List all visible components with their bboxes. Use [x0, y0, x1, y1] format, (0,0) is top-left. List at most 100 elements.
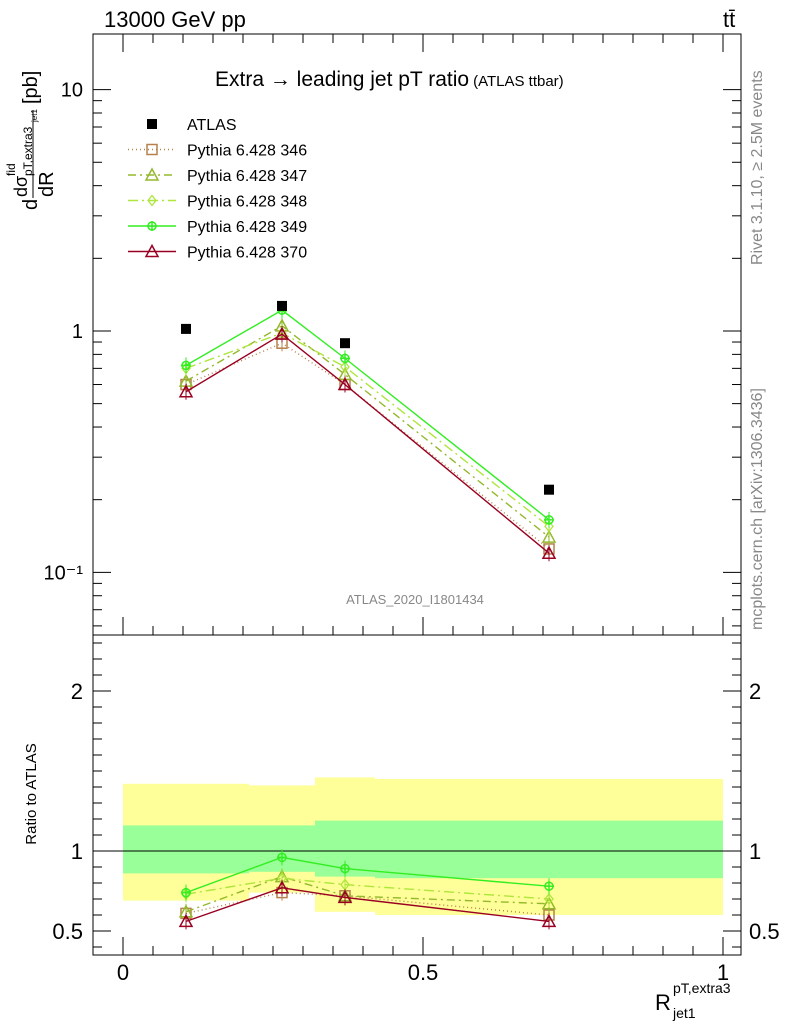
source-label: mcplots.cern.ch [arXiv:1306.3436]	[749, 388, 766, 630]
atlas-data-point-0	[181, 323, 191, 334]
ratio-point-3-1	[277, 852, 287, 863]
rivet-label: Rivet 3.1.10, ≥ 2.5M events	[749, 70, 766, 265]
y-label-sub: pT,extra3	[21, 126, 35, 176]
ratio-series-line-3	[185, 856, 550, 894]
ratio-frame	[92, 634, 742, 956]
chart-title-suffix: (ATLAS ttbar)	[473, 73, 564, 90]
ratio-y-tick-label-right: 0.5	[749, 919, 780, 944]
chart-title: Extra → leading jet pT ratio (ATLAS ttbar…	[215, 68, 564, 91]
chart-title-text: Extra → leading jet pT ratio	[215, 68, 469, 91]
ratio-point-4-0	[178, 913, 194, 928]
ratio-point-4-2	[337, 889, 353, 904]
atlas-data-point-1	[277, 300, 287, 311]
main-y-tick-label: 1	[72, 321, 83, 343]
ratio-point-1-3	[541, 896, 557, 910]
legend-label-atlas: ATLAS	[187, 117, 237, 134]
uncertainty-band-green-0	[123, 825, 249, 874]
ratio-y-tick-label: 2	[71, 679, 83, 704]
legend-label-4: Pythia 6.428 370	[187, 245, 307, 262]
ratio-point-4-1	[274, 880, 290, 894]
legend-entry-4: Pythia 6.428 370	[128, 243, 307, 262]
x-label-sup: pT,extra3	[673, 980, 731, 996]
ratio-series-line-2	[185, 877, 550, 900]
legend-label-2: Pythia 6.428 348	[187, 194, 307, 211]
main-series-line-3	[185, 309, 550, 521]
atlas-data-point-3	[544, 484, 554, 495]
ratio-point-3-0	[181, 887, 191, 898]
ratio-y-label: Ratio to ATLAS	[23, 743, 40, 844]
legend-entry-1: Pythia 6.428 347	[128, 167, 307, 185]
main-series-line-2	[185, 332, 550, 527]
legend-label-3: Pythia 6.428 349	[187, 219, 307, 236]
main-y-label: d dσ fid pT,extra3 jet1 dR [pb]	[4, 71, 58, 210]
ratio-series	[178, 849, 557, 930]
x-axis-label: R pT,extra3 jet1	[655, 980, 731, 1021]
y-label-dr: dR	[36, 171, 58, 197]
energy-label: 13000 GeV pp	[104, 7, 246, 32]
main-axes: 10 1 10⁻¹	[44, 34, 741, 635]
main-series-line-1	[185, 325, 550, 538]
main-series-line-4	[185, 333, 550, 554]
legend-marker-0	[146, 143, 158, 156]
ratio-y-tick-label: 0.5	[52, 919, 83, 944]
ratio-point-3-2	[340, 863, 350, 874]
legend-entry-3: Pythia 6.428 349	[128, 219, 307, 236]
legend-label-0: Pythia 6.428 346	[187, 143, 307, 160]
main-series-3	[181, 302, 554, 528]
ratio-series-line-1	[185, 875, 550, 913]
main-point-1-3	[541, 529, 557, 543]
ratio-axes: 0.5 0.5 1 1 2 2 0 0.5 1	[52, 642, 780, 985]
main-point-3-0	[181, 360, 191, 371]
legend-entry-0: Pythia 6.428 346	[128, 143, 307, 160]
main-point-3-2	[340, 353, 350, 364]
legend-marker-4	[144, 243, 160, 258]
ratio-y-tick-label-right: 2	[749, 679, 761, 704]
main-point-4-3	[541, 545, 557, 559]
main-series-4	[178, 326, 557, 562]
main-y-tick-label: 10⁻¹	[44, 562, 84, 584]
y-label-unit: [pb]	[20, 71, 42, 104]
y-label-dsigma: dσ	[11, 176, 31, 197]
main-y-tick-label: 10	[61, 80, 83, 102]
x-label-sub: jet1	[672, 1005, 696, 1021]
main-point-4-0	[178, 384, 194, 398]
ratio-series-3	[181, 849, 554, 901]
ratio-series-4	[178, 879, 557, 930]
legend-entry-atlas: ATLAS	[147, 117, 237, 134]
ratio-point-3-3	[544, 881, 554, 892]
analysis-id: ATLAS_2020_I1801434	[346, 592, 484, 607]
legend-entry-2: Pythia 6.428 348	[128, 194, 307, 211]
legend-marker-3	[147, 221, 157, 231]
main-point-2-2	[340, 360, 350, 373]
ratio-y-tick-label: 1	[71, 839, 83, 864]
ratio-series-line-4	[185, 887, 550, 923]
atlas-data-point-2	[340, 338, 350, 349]
ratio-point-2-3	[544, 892, 554, 906]
legend-marker-atlas	[147, 119, 157, 129]
x-label-main: R	[655, 990, 671, 1015]
ratio-x-tick-label: 1	[717, 960, 729, 985]
uncertainty-band-green-3	[375, 820, 723, 879]
legend-marker-2	[147, 194, 157, 207]
y-label-fid: fid	[4, 163, 18, 176]
main-point-3-3	[544, 514, 554, 525]
ratio-x-tick-label: 0	[117, 960, 129, 985]
legend-marker-1	[144, 167, 160, 181]
legend: ATLAS Pythia 6.428 346 Pythia 6.428 347 Pyt…	[128, 117, 307, 262]
ratio-x-tick-label: 0.5	[408, 960, 439, 985]
process-label: tt̄	[723, 7, 735, 32]
main-series-2	[181, 325, 554, 535]
main-point-4-1	[274, 326, 290, 340]
main-series	[178, 300, 557, 562]
ratio-y-tick-label-right: 1	[749, 839, 761, 864]
main-series-line-0	[185, 342, 550, 550]
y-label-d: d	[20, 199, 42, 210]
main-point-2-3	[544, 520, 554, 533]
main-point-4-2	[337, 376, 353, 391]
legend-label-1: Pythia 6.428 347	[187, 168, 307, 185]
ratio-bands	[93, 777, 741, 915]
main-series-0	[180, 335, 555, 557]
y-label-subsub: jet1	[30, 109, 39, 123]
ratio-point-4-3	[541, 913, 557, 928]
